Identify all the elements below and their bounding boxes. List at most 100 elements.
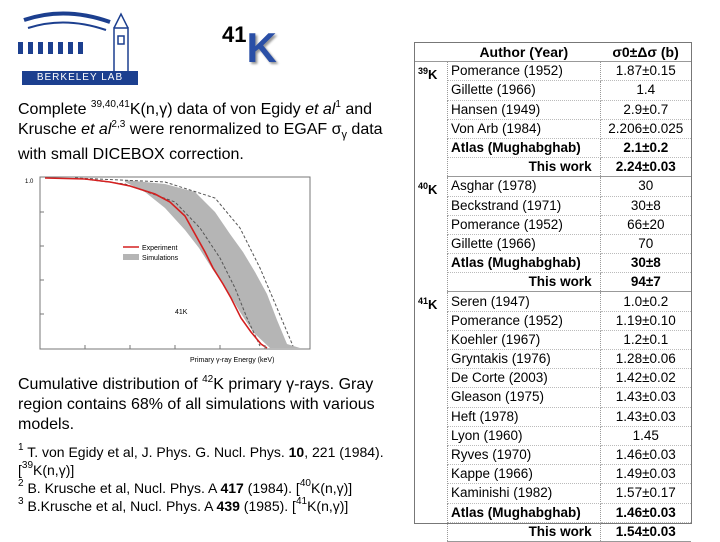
author-cell: Gillette (1966) — [447, 80, 601, 101]
table-header-row: Author (Year) σ0±Δσ (b) — [415, 43, 691, 63]
table-row: 41K Seren (1947) 1.0±0.2 — [415, 291, 691, 542]
page-title: 41K — [222, 22, 277, 72]
ref-vol: 417 — [220, 480, 244, 496]
value-cell: 1.49±0.03 — [600, 464, 691, 485]
simulation-outline-left — [74, 177, 261, 347]
value-cell: 1.42±0.02 — [600, 368, 691, 389]
value-cell: 1.46±0.03 — [600, 445, 691, 466]
table-row: Lyon (1960) 1.45 — [415, 426, 691, 446]
isotope-symbol: K — [428, 181, 438, 197]
value-cell: 1.57±0.17 — [600, 483, 691, 504]
caption-text-1: Cumulative distribution of — [18, 376, 203, 393]
author-cell: This work — [447, 157, 601, 178]
table-row: Atlas (Mughabghab) 2.1±0.2 — [415, 138, 691, 159]
ref-nuc-sup: 39 — [21, 460, 34, 471]
x-axis-label: Primary γ-ray Energy (keV) — [190, 357, 274, 364]
author-cell: Atlas (Mughabghab) — [447, 253, 601, 274]
author-cell: Gleason (1975) — [447, 387, 601, 408]
table-row: Koehler (1967) 1.2±0.1 — [415, 330, 691, 351]
value-cell: 66±20 — [600, 215, 691, 235]
table-row: Beckstrand (1971) 30±8 — [415, 196, 691, 216]
author-cell: This work — [447, 272, 601, 293]
ref-num: 1 — [18, 442, 24, 453]
intro-sub: γ — [341, 129, 347, 142]
value-cell: 30 — [600, 176, 691, 197]
table-row: 40K Asghar (1978) 30 — [415, 176, 691, 292]
reference-2: 2 B. Krusche et al, Nucl. Phys. A 417 (1… — [18, 479, 413, 497]
ref-tail: K(n,γ)] — [33, 462, 75, 478]
author-cell: Atlas (Mughabghab) — [447, 138, 601, 159]
author-cell: Pomerance (1952) — [447, 61, 601, 82]
experiment-line — [44, 177, 268, 349]
value-cell: 1.4 — [600, 80, 691, 101]
author-cell: Atlas (Mughabghab) — [447, 503, 601, 523]
intro-sup-1: 39,40,41 — [90, 99, 130, 110]
table-row: Heft (1978) 1.43±0.03 — [415, 407, 691, 427]
value-cell: 2.206±0.025 — [600, 119, 691, 139]
table-row: Atlas (Mughabghab) 30±8 — [415, 253, 691, 274]
simulation-outline-right — [74, 177, 294, 347]
author-cell: Ryves (1970) — [447, 445, 601, 466]
author-cell: Lyon (1960) — [447, 426, 601, 446]
value-cell: 1.45 — [600, 426, 691, 446]
value-cell: 30±8 — [600, 253, 691, 274]
author-cell: Gryntakis (1976) — [447, 349, 601, 370]
author-cell: Von Arb (1984) — [447, 119, 601, 139]
table-row: Hansen (1949) 2.9±0.7 — [415, 100, 691, 120]
y-tick-top: 1.0 — [25, 179, 34, 185]
intro-text-1: Complete — [18, 101, 91, 118]
value-cell: 1.43±0.03 — [600, 387, 691, 408]
intro-sup-2: 1 — [335, 99, 341, 110]
reference-1: 1 T. von Egidy et al, J. Phys. G. Nucl. … — [18, 443, 413, 479]
isotope-symbol: K — [428, 67, 438, 83]
plot-ticks — [40, 211, 266, 349]
author-cell: Hansen (1949) — [447, 100, 601, 120]
table-row: Pomerance (1952) 1.19±0.10 — [415, 311, 691, 331]
ref-text: T. von Egidy et al, J. Phys. G. Nucl. Ph… — [23, 444, 289, 460]
value-cell: 1.46±0.03 — [600, 503, 691, 523]
header-isotope — [415, 43, 448, 63]
value-cell: 2.1±0.2 — [600, 138, 691, 159]
ref-rest: (1985). [ — [239, 498, 296, 514]
value-cell: 1.0±0.2 — [600, 291, 691, 312]
value-cell: 1.87±0.15 — [600, 61, 691, 82]
ref-text: B.Krusche et al, Nucl. Phys. A — [23, 498, 217, 514]
value-cell: 30±8 — [600, 196, 691, 216]
header-value: σ0±Δσ (b) — [600, 43, 691, 63]
ref-vol: 10 — [288, 444, 305, 460]
intro-paragraph: Complete 39,40,41K(n,γ) data of von Egid… — [18, 100, 408, 165]
value-cell: 1.19±0.10 — [600, 311, 691, 331]
plot-isotope-label: 41K — [175, 309, 188, 316]
author-cell: Asghar (1978) — [447, 176, 601, 197]
table-row: Gleason (1975) 1.43±0.03 — [415, 387, 691, 408]
ref-nuc-sup: 40 — [299, 478, 311, 489]
value-cell: 1.43±0.03 — [600, 407, 691, 427]
intro-text-2: K(n,γ) data of von Egidy — [129, 101, 306, 118]
value-cell: 1.28±0.06 — [600, 349, 691, 370]
legend-simulations-swatch — [123, 254, 139, 260]
ref-vol: 439 — [216, 498, 240, 514]
table-row: Kappe (1966) 1.49±0.03 — [415, 464, 691, 485]
intro-text-3: and Krusche — [18, 101, 373, 138]
ref-nuc-sup: 41 — [295, 496, 308, 507]
intro-etal-1: et al — [305, 101, 336, 118]
table-row: This work 94±7 — [415, 272, 691, 293]
table-row: Kaminishi (1982) 1.57±0.17 — [415, 483, 691, 504]
author-cell: This work — [447, 522, 601, 542]
ref-tail: K(n,γ)] — [310, 480, 353, 496]
author-cell: Koehler (1967) — [447, 330, 601, 351]
legend-experiment: Experiment — [142, 245, 177, 252]
table-row: De Corte (2003) 1.42±0.02 — [415, 368, 691, 389]
table-row: This work 2.24±0.03 — [415, 157, 691, 178]
ref-num: 2 — [18, 478, 24, 489]
isotope-mass: 40 — [418, 180, 429, 191]
references: 1 T. von Egidy et al, J. Phys. G. Nucl. … — [18, 443, 413, 515]
isotope-mass: 41 — [418, 295, 429, 306]
table-row: Ryves (1970) 1.46±0.03 — [415, 445, 691, 466]
table-row: Gillette (1966) 1.4 — [415, 80, 691, 101]
cross-section-table: Author (Year) σ0±Δσ (b) 39K Pomerance (19… — [414, 42, 692, 542]
isotope-label: 39K — [415, 61, 448, 177]
isotope-label: 40K — [415, 176, 448, 292]
reference-3: 3 B.Krusche et al, Nucl. Phys. A 439 (19… — [18, 497, 413, 515]
value-cell: 1.2±0.1 — [600, 330, 691, 351]
